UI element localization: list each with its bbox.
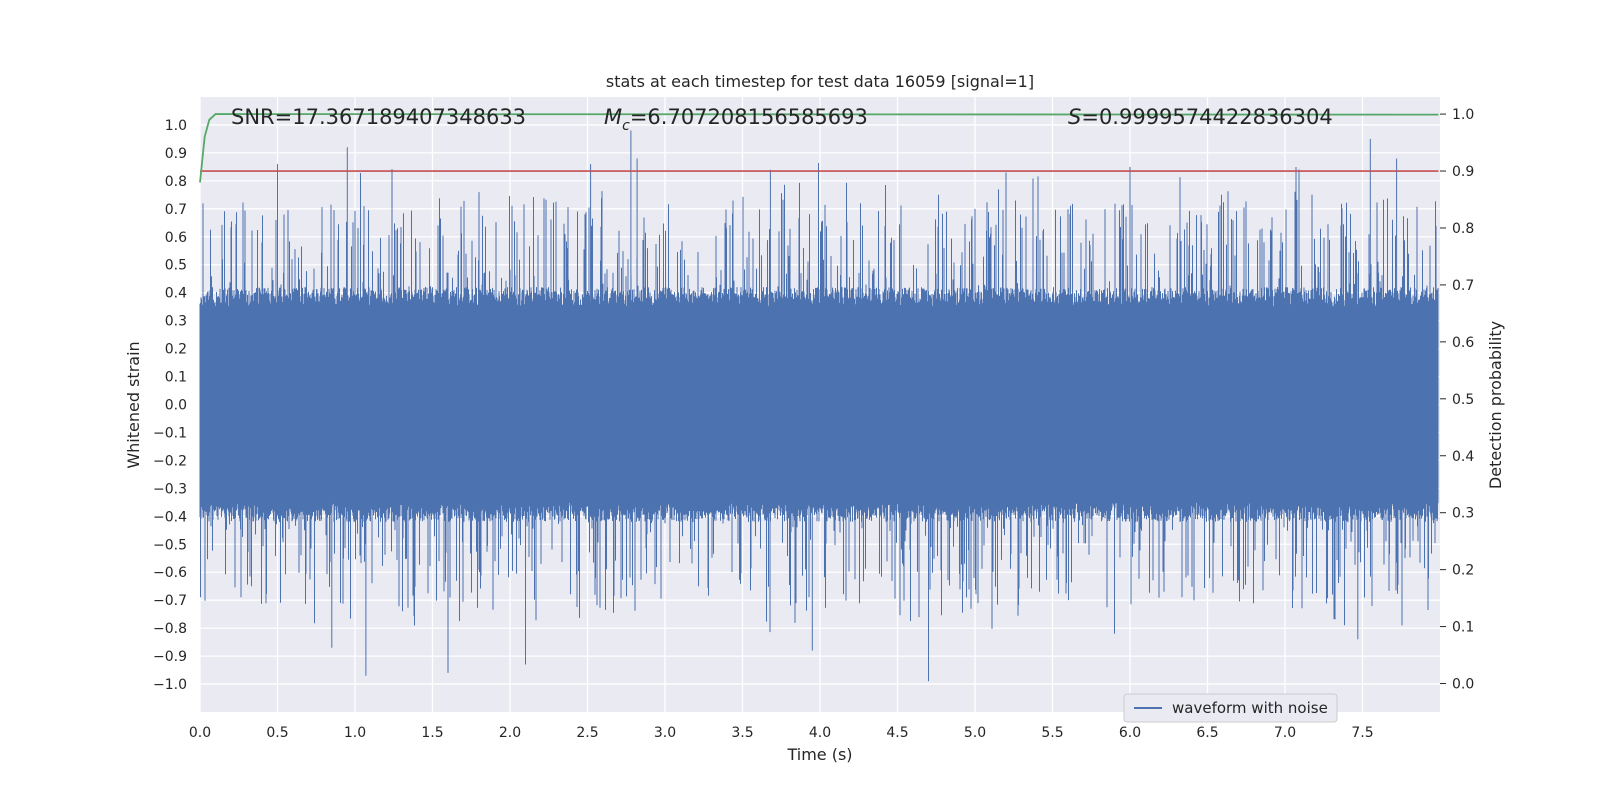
y2-tick-label: 0.4 <box>1452 449 1474 465</box>
y-tick-label: −0.4 <box>153 509 187 525</box>
y-tick-label: 0.0 <box>165 398 187 414</box>
legend-box <box>1123 693 1338 723</box>
legend: waveform with noise <box>1123 693 1338 723</box>
x-tick-label: 3.0 <box>654 725 676 741</box>
x-tick-label: 0.0 <box>189 725 211 741</box>
y2-axis-label: Detection probability <box>1486 321 1505 489</box>
y2-tick-label: 0.6 <box>1452 335 1474 351</box>
y-tick-label: 0.7 <box>165 202 187 218</box>
y-tick-label: 0.6 <box>165 230 187 246</box>
s-symbol: S <box>1068 105 1081 129</box>
y-tick-label: −1.0 <box>153 677 187 693</box>
chirp-mass-value: =6.707208156585693 <box>630 105 868 129</box>
y-tick-label: −0.7 <box>153 593 187 609</box>
s-annotation: S=0.9999574422836304 <box>1068 105 1333 129</box>
waveform-line <box>199 130 1439 682</box>
s-value: =0.9999574422836304 <box>1081 105 1332 129</box>
tick-layer: 0.0 0.5 1.0 1.5 2.0 2.5 3.0 3.5 4.0 4.5 5.0 5.5 6.0 6… <box>153 107 1474 741</box>
y2-tick-label: 0.0 <box>1452 677 1474 693</box>
y2-tick-label: 0.8 <box>1452 221 1474 237</box>
chirp-mass-subscript: c <box>622 118 630 134</box>
chirp-mass-symbol: M <box>604 105 622 129</box>
probability-line <box>199 113 1439 183</box>
chirp-mass-annotation: Mc=6.707208156585693 <box>604 105 868 134</box>
y-tick-label: 0.8 <box>165 174 187 190</box>
snr-annotation: SNR=17.367189407348633 <box>231 105 526 129</box>
y-tick-label: 1.0 <box>165 118 187 134</box>
series-layer <box>199 113 1439 682</box>
x-tick-label: 4.0 <box>809 725 831 741</box>
y-tick-label: 0.5 <box>165 258 187 274</box>
y-tick-label: −0.9 <box>153 649 187 665</box>
y2-tick-label: 0.5 <box>1452 392 1474 408</box>
y-tick-label: 0.9 <box>165 146 187 162</box>
x-tick-label: 5.5 <box>1041 725 1063 741</box>
y2-tick-label: 0.7 <box>1452 278 1474 294</box>
x-tick-label: 5.0 <box>964 725 986 741</box>
x-tick-label: 7.5 <box>1351 725 1373 741</box>
y2-tick-label: 0.9 <box>1452 164 1474 180</box>
x-tick-label: 6.5 <box>1196 725 1218 741</box>
chart-title: stats at each timestep for test data 160… <box>606 72 1034 91</box>
y-tick-label: −0.8 <box>153 621 187 637</box>
x-tick-label: 1.0 <box>344 725 366 741</box>
y-tick-label: 0.1 <box>165 370 187 386</box>
y2-tick-label: 0.1 <box>1452 620 1474 636</box>
y-tick-label: 0.3 <box>165 314 187 330</box>
y-tick-label: −0.3 <box>153 481 187 497</box>
legend-label-waveform: waveform with noise <box>1172 699 1328 717</box>
x-tick-label: 4.5 <box>886 725 908 741</box>
y-tick-label: −0.6 <box>153 565 187 581</box>
x-tick-label: 2.5 <box>576 725 598 741</box>
y-tick-label: −0.5 <box>153 537 187 553</box>
y2-tick-label: 0.2 <box>1452 563 1474 579</box>
y2-tick-label: 1.0 <box>1452 107 1474 123</box>
x-tick-label: 1.5 <box>421 725 443 741</box>
y-tick-label: 0.2 <box>165 342 187 358</box>
y-tick-label: −0.2 <box>153 453 187 469</box>
y-axis-label: Whitened strain <box>124 341 143 468</box>
y-tick-label: 0.4 <box>165 286 187 302</box>
y-tick-label: −0.1 <box>153 425 187 441</box>
x-tick-label: 6.0 <box>1119 725 1141 741</box>
x-tick-label: 3.5 <box>731 725 753 741</box>
x-tick-label: 7.0 <box>1274 725 1296 741</box>
y2-tick-label: 0.3 <box>1452 506 1474 522</box>
x-tick-label: 0.5 <box>266 725 288 741</box>
x-axis-label: Time (s) <box>786 745 852 764</box>
x-tick-label: 2.0 <box>499 725 521 741</box>
